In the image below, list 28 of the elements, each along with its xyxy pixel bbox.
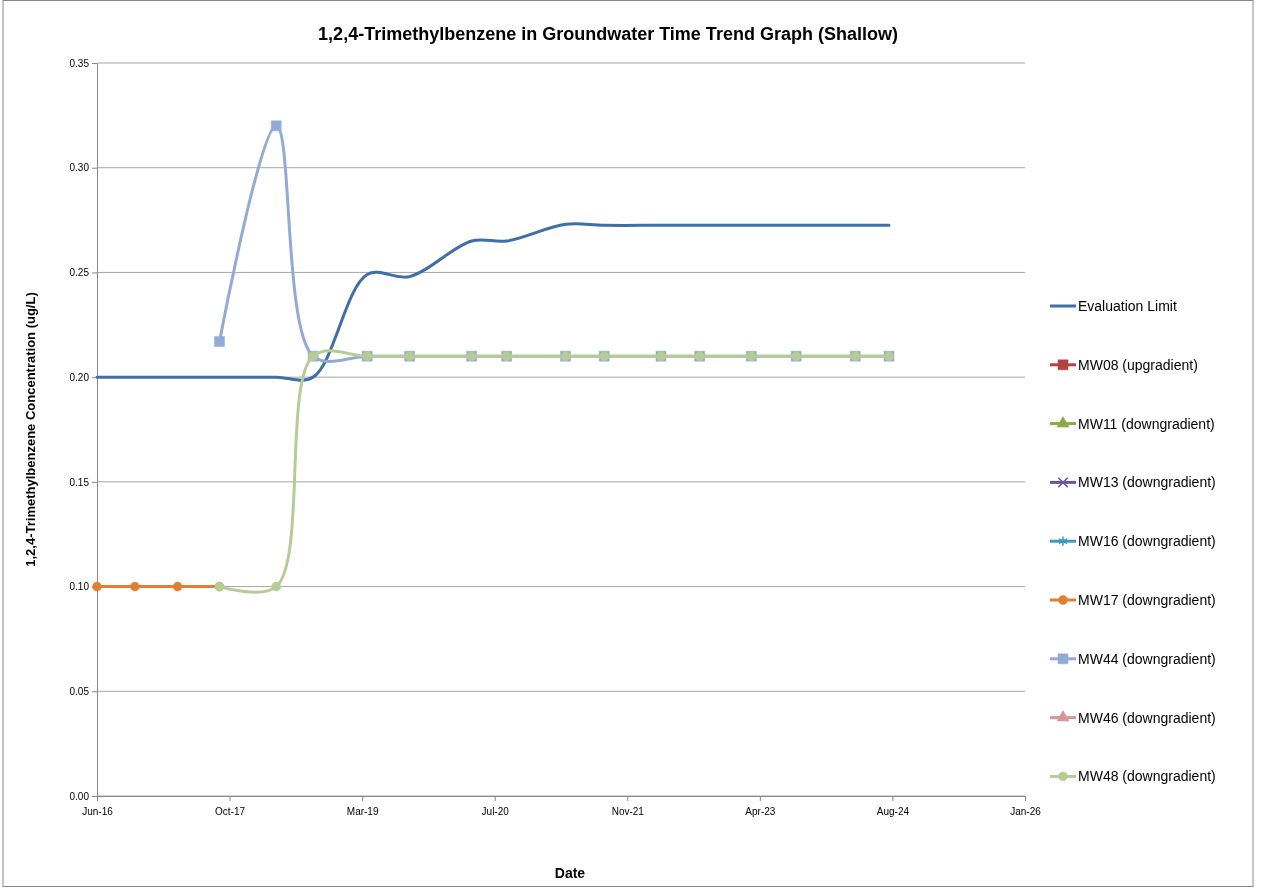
y-tick-label: 0.05 [69,685,90,697]
legend-label: MW11 (downgradient) [1078,415,1215,432]
x-tick-label: Jan-26 [1010,806,1042,817]
x-tick-label: Apr-23 [745,806,776,817]
legend-label: MW17 (downgradient) [1078,592,1216,608]
x-tick-label: Mar-19 [346,806,379,817]
x-tick-label: Oct-17 [215,806,246,817]
x-tick-label: Aug-24 [876,806,910,817]
legend-label: MW46 (downgradient) [1078,709,1216,726]
y-tick-label: 0.10 [69,581,90,593]
x-axis-title: Date [554,865,586,881]
y-tick-label: 0.00 [69,790,90,802]
y-tick-label: 0.20 [69,371,90,383]
y-axis-title: 1,2,4-Trimethylbenzene Concentration (ug/L) [23,292,38,567]
legend-label: MW16 (downgradient) [1078,533,1216,550]
legend-label: Evaluation Limit [1078,298,1177,314]
legend-label: MW08 (upgradient) [1078,356,1198,373]
x-tick-label: Jun-16 [82,806,114,817]
chart-title: 1,2,4-Trimethylbenzene in Groundwater Time Trend Graph (Shallow) [318,24,898,44]
y-tick-label: 0.15 [69,476,90,488]
y-tick-label: 0.30 [69,162,90,174]
x-tick-label: Nov-21 [611,806,645,817]
legend-label: MW44 (downgradient) [1078,650,1216,667]
legend-label: MW48 (downgradient) [1078,768,1216,785]
x-tick-label: Jul-20 [481,806,510,817]
y-tick-label: 0.35 [69,57,90,69]
legend-label: MW13 (downgradient) [1078,474,1216,491]
y-tick-label: 0.25 [69,267,90,279]
